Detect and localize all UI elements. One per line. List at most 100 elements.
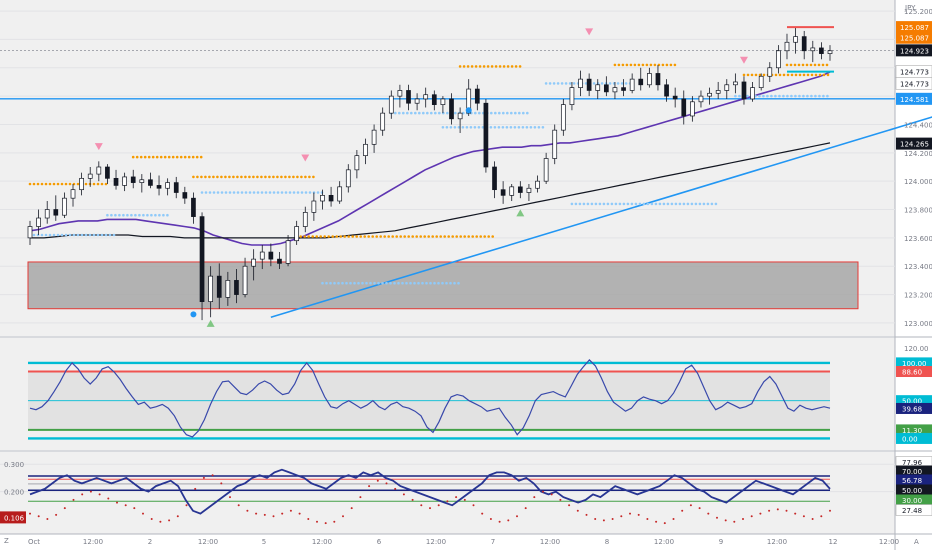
sell-signal-triangle[interactable] <box>739 56 748 64</box>
candle-body[interactable] <box>406 90 411 104</box>
candle-body[interactable] <box>311 200 317 213</box>
candle-body[interactable] <box>277 258 282 264</box>
candle-body[interactable] <box>345 169 351 188</box>
candle-body[interactable] <box>535 180 540 189</box>
candle-body[interactable] <box>509 186 515 196</box>
demand-zone-rect[interactable] <box>27 261 859 310</box>
candle-body[interactable] <box>87 173 93 179</box>
candle-body[interactable] <box>707 92 712 97</box>
candle-body[interactable] <box>664 84 669 97</box>
candle-body[interactable] <box>526 187 532 193</box>
candle-body[interactable] <box>130 176 136 183</box>
candle-body[interactable] <box>810 47 816 52</box>
candle-body[interactable] <box>801 36 807 52</box>
candle-body[interactable] <box>784 41 790 52</box>
ascending-trendline[interactable] <box>270 20 932 319</box>
candle-body[interactable] <box>182 192 188 199</box>
sell-signal-triangle[interactable] <box>585 28 594 36</box>
candle-body[interactable] <box>208 275 213 303</box>
oscillator-pane[interactable] <box>28 359 831 440</box>
candle-body[interactable] <box>638 78 644 86</box>
candle-body[interactable] <box>148 179 153 186</box>
candle-body[interactable] <box>569 87 575 105</box>
candle-body[interactable] <box>552 129 558 159</box>
candle-body[interactable] <box>750 87 755 100</box>
candle-body[interactable] <box>337 186 343 202</box>
candle-body[interactable] <box>819 47 824 54</box>
candle-body[interactable] <box>105 166 110 179</box>
candle-body[interactable] <box>165 182 170 189</box>
candle-body[interactable] <box>363 143 368 157</box>
buy-signal-triangle[interactable] <box>206 319 215 327</box>
candle-body[interactable] <box>199 216 205 303</box>
sell-signal-triangle[interactable] <box>301 154 310 162</box>
candle-body[interactable] <box>414 98 420 104</box>
candle-body[interactable] <box>191 197 196 217</box>
candle-body[interactable] <box>690 101 695 117</box>
candle-body[interactable] <box>724 84 730 91</box>
candle-body[interactable] <box>655 73 661 86</box>
candle-body[interactable] <box>517 186 523 193</box>
candle-body[interactable] <box>139 179 145 183</box>
candle-body[interactable] <box>543 158 549 182</box>
candle-body[interactable] <box>457 112 463 120</box>
candle-body[interactable] <box>621 87 626 91</box>
candle-body[interactable] <box>595 84 601 91</box>
candle-body[interactable] <box>474 88 480 104</box>
candle-body[interactable] <box>294 226 300 242</box>
sell-signal-triangle[interactable] <box>94 143 103 151</box>
ema-fast-line[interactable] <box>29 71 831 246</box>
candle-body[interactable] <box>96 166 102 175</box>
candle-body[interactable] <box>776 50 781 69</box>
candle-body[interactable] <box>328 194 334 202</box>
candle-body[interactable] <box>122 176 127 186</box>
candle-body[interactable] <box>251 258 257 267</box>
candle-body[interactable] <box>259 251 265 260</box>
candle-body[interactable] <box>423 94 429 100</box>
candle-body[interactable] <box>483 102 489 168</box>
candle-body[interactable] <box>440 98 446 105</box>
candle-body[interactable] <box>79 177 84 191</box>
candle-body[interactable] <box>36 217 41 227</box>
candle-body[interactable] <box>793 36 798 43</box>
candle-body[interactable] <box>156 185 162 189</box>
candle-body[interactable] <box>672 95 678 100</box>
candle-body[interactable] <box>173 182 179 193</box>
price-pane[interactable] <box>0 10 932 327</box>
candle-body[interactable] <box>647 73 652 86</box>
ema-slow-line[interactable] <box>30 142 831 239</box>
candle-body[interactable] <box>603 84 609 93</box>
candle-body[interactable] <box>354 155 360 171</box>
candle-body[interactable] <box>27 226 33 239</box>
candle-body[interactable] <box>234 280 239 295</box>
candle-body[interactable] <box>492 166 497 191</box>
candle-body[interactable] <box>320 194 325 202</box>
candle-body[interactable] <box>431 94 437 105</box>
candle-body[interactable] <box>767 67 773 77</box>
candle-body[interactable] <box>113 177 119 186</box>
candle-body[interactable] <box>371 129 377 145</box>
candle-body[interactable] <box>629 78 635 91</box>
candle-body[interactable] <box>388 95 394 114</box>
candle-body[interactable] <box>698 95 704 103</box>
buy-signal-triangle[interactable] <box>516 209 525 217</box>
candle-body[interactable] <box>242 265 248 295</box>
candle-body[interactable] <box>216 275 222 298</box>
candle-body[interactable] <box>380 112 386 131</box>
candle-body[interactable] <box>500 189 506 196</box>
candle-body[interactable] <box>586 78 592 91</box>
candle-body[interactable] <box>681 98 687 117</box>
candle-body[interactable] <box>612 87 618 93</box>
candle-body[interactable] <box>70 189 76 199</box>
candle-body[interactable] <box>397 90 403 97</box>
candle-body[interactable] <box>733 81 738 86</box>
candle-body[interactable] <box>53 209 59 216</box>
momentum-line[interactable] <box>29 468 831 515</box>
candle-body[interactable] <box>62 197 67 216</box>
candle-body[interactable] <box>741 81 747 100</box>
oscillator-line[interactable] <box>29 359 831 438</box>
momentum-pane[interactable] <box>0 463 895 525</box>
candle-body[interactable] <box>560 104 566 131</box>
